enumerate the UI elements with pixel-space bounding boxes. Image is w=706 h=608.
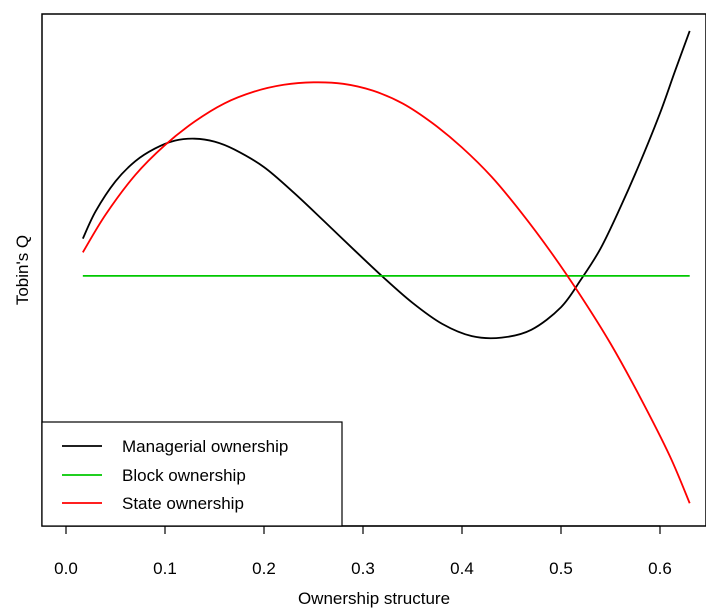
x-tick-label-0-3: 0.3 [351, 559, 375, 578]
legend-label-state-ownership: State ownership [122, 494, 244, 513]
legend-label-block-ownership: Block ownership [122, 466, 246, 485]
legend: Managerial ownership Block ownership State… [41, 421, 343, 527]
x-tick-label-0-4: 0.4 [450, 559, 474, 578]
x-tick-label-0-2: 0.2 [252, 559, 276, 578]
series-line-managerial-ownership [82, 30, 691, 340]
x-tick-label-0-5: 0.5 [549, 559, 573, 578]
x-axis-label: Ownership structure [298, 589, 450, 608]
x-tick-label-0-1: 0.1 [153, 559, 177, 578]
series-line-state-ownership [82, 81, 691, 504]
legend-label-managerial-ownership: Managerial ownership [122, 437, 288, 456]
x-tick-label-0-0: 0.0 [54, 559, 78, 578]
x-tick-label-0-6: 0.6 [648, 559, 672, 578]
series-layer [82, 30, 691, 504]
y-axis-label: Tobin's Q [13, 235, 32, 305]
legend-box [41, 421, 343, 527]
x-axis: 0.0 0.1 0.2 0.3 0.4 0.5 0.6 [54, 525, 672, 578]
